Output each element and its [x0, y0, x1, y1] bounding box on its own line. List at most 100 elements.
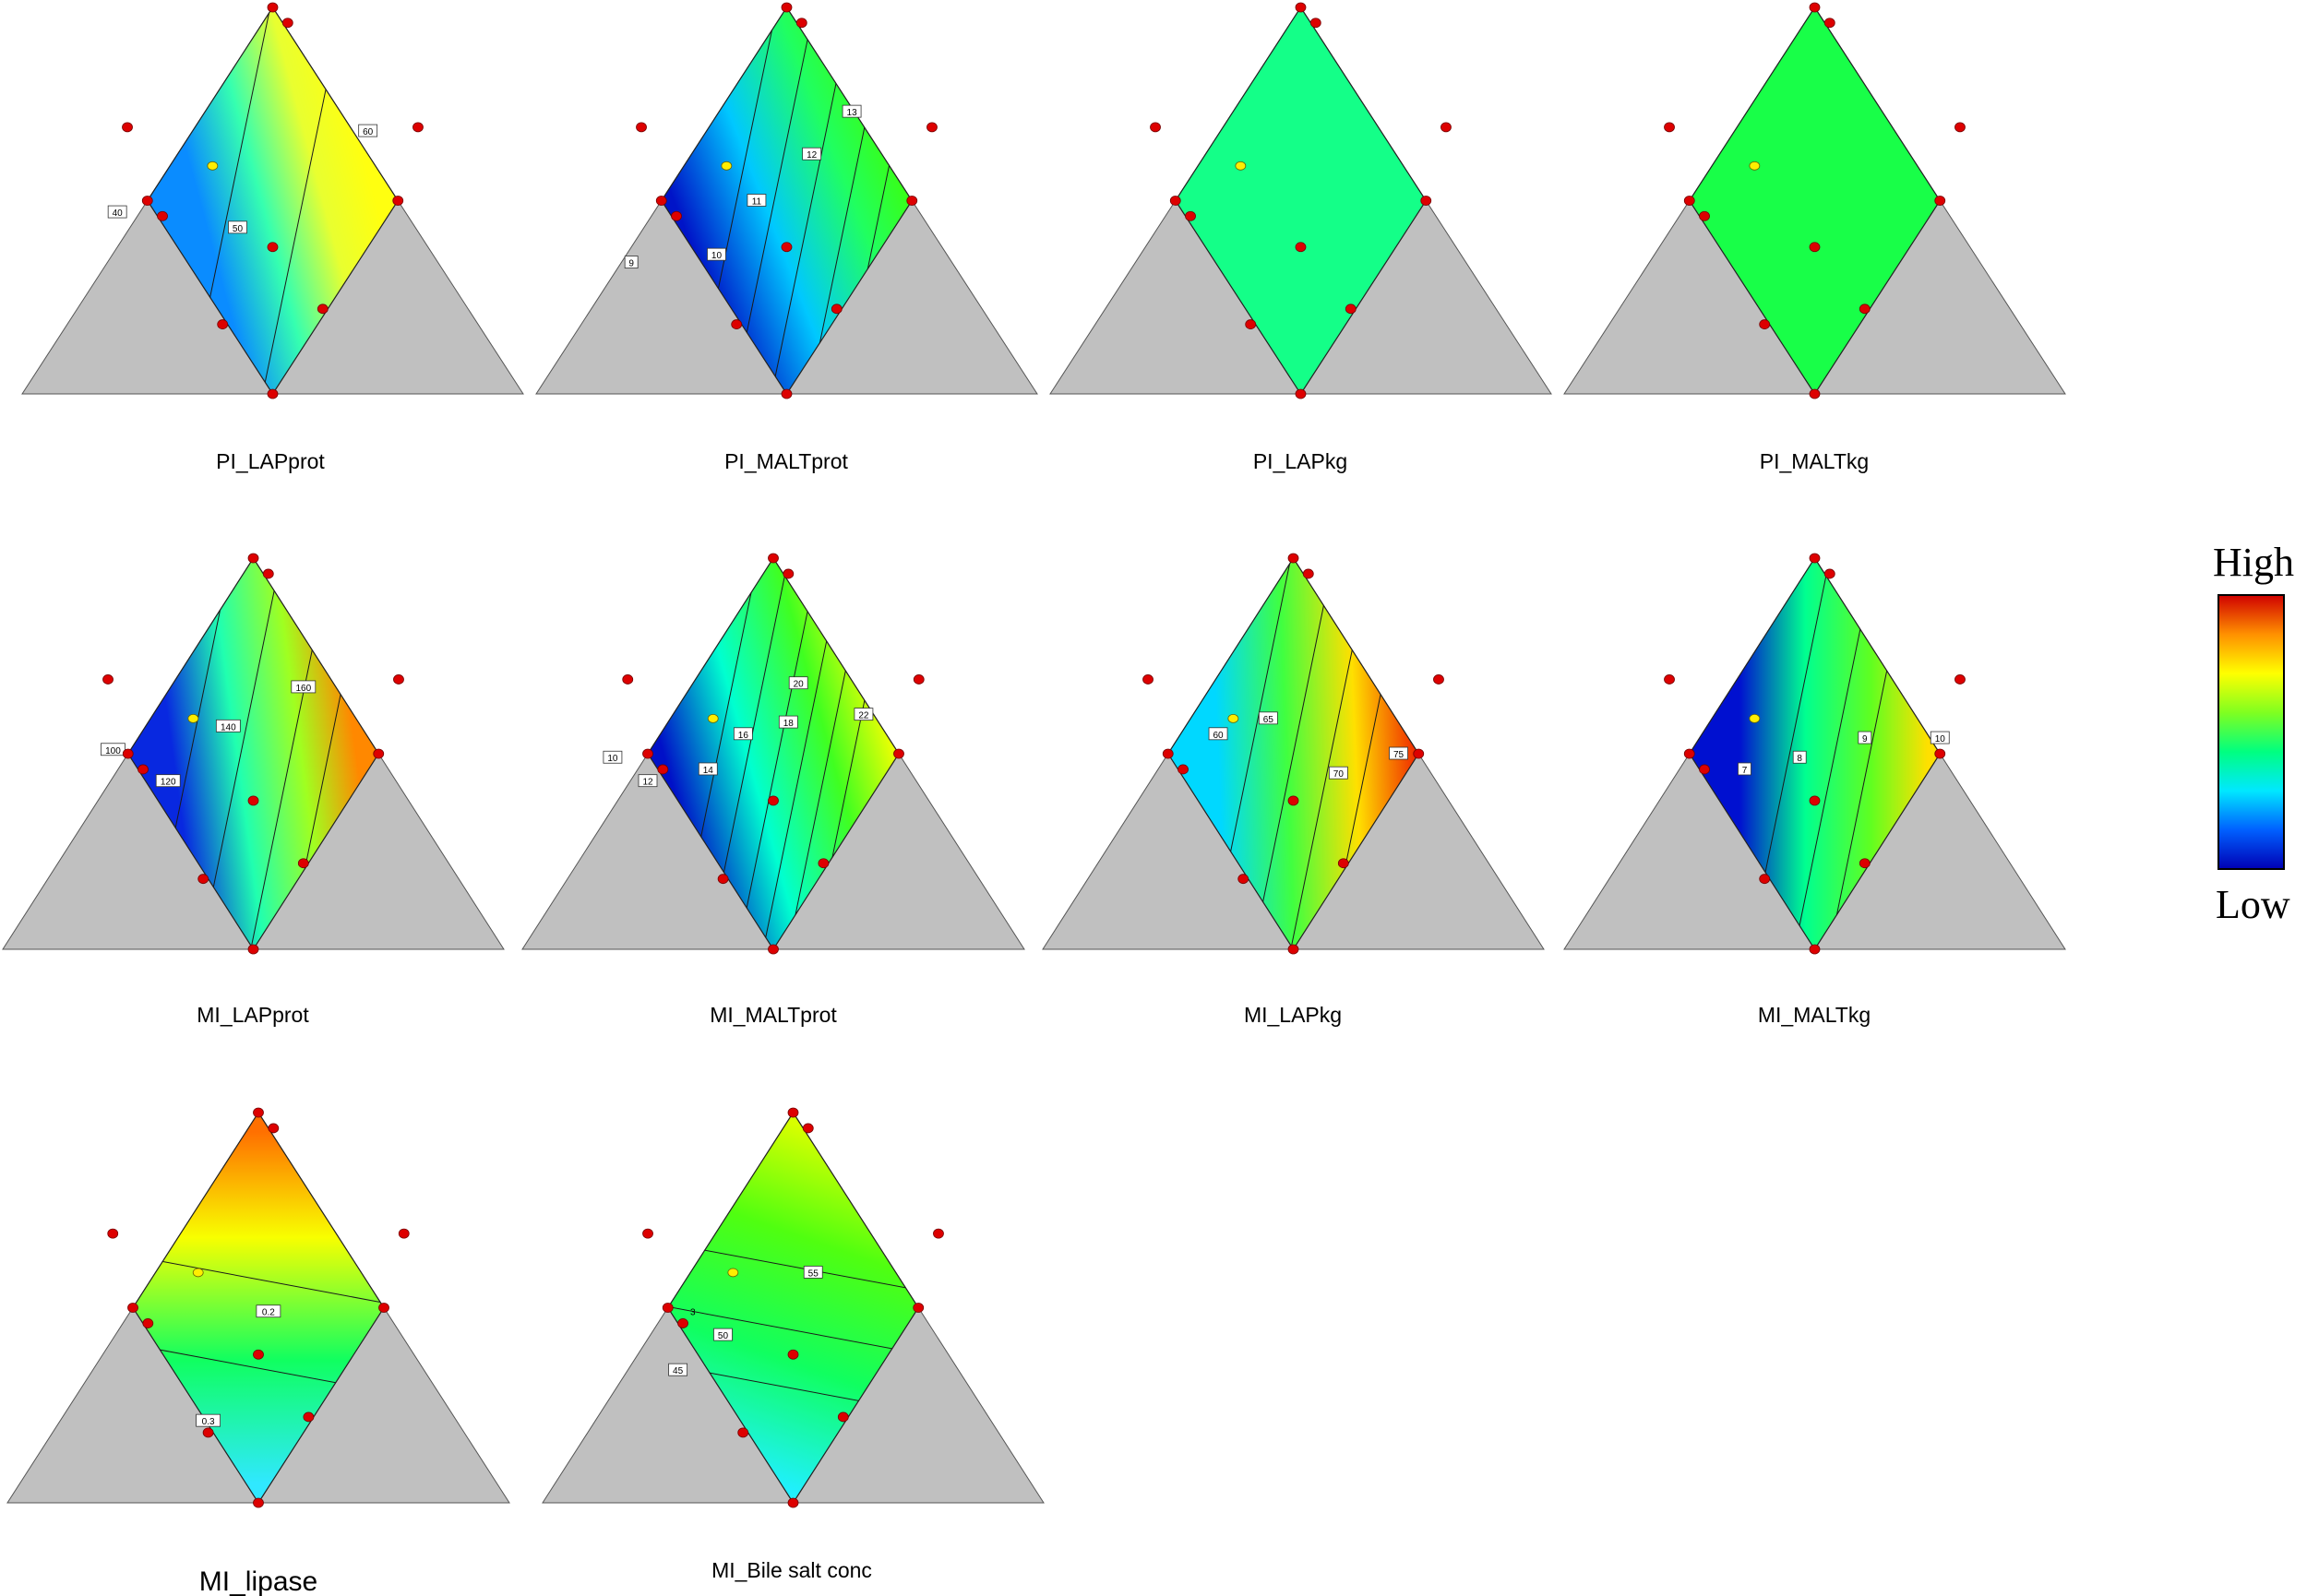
contour-label-text: 7	[1742, 766, 1748, 776]
center-point	[192, 1268, 204, 1278]
contour-line	[199, 558, 281, 949]
contour-label: 22	[854, 708, 874, 721]
design-point	[1859, 858, 1871, 869]
design-point	[818, 858, 830, 869]
design-point	[267, 388, 279, 399]
contour-label-text: 10	[1935, 734, 1946, 744]
design-point	[412, 122, 424, 133]
contour-label: 50	[228, 220, 247, 234]
design-point	[787, 1349, 799, 1360]
design-point	[1954, 122, 1966, 133]
design-point	[657, 764, 669, 775]
design-point	[202, 1427, 214, 1438]
legend-color-bar	[2217, 594, 2285, 870]
design-point	[1699, 764, 1710, 775]
design-point	[122, 122, 133, 133]
contour-label: 50	[713, 1328, 733, 1341]
design-point	[122, 748, 134, 759]
contour-label: 12	[802, 147, 822, 161]
contour-label: 10	[707, 247, 726, 261]
design-point	[787, 1497, 799, 1508]
design-point	[1440, 122, 1452, 133]
design-point	[398, 1228, 410, 1239]
design-point	[768, 795, 779, 806]
design-point	[926, 122, 938, 133]
design-point	[1683, 196, 1695, 206]
design-point	[1337, 858, 1349, 869]
contour-label-text: 10	[607, 754, 618, 764]
design-point	[1295, 388, 1307, 399]
design-point	[1287, 553, 1299, 564]
design-point	[1177, 764, 1189, 775]
contour-label-text: 11	[752, 197, 762, 208]
design-point	[1809, 242, 1821, 253]
design-point	[1809, 795, 1821, 806]
contour-label-text: 45	[673, 1366, 684, 1376]
design-point	[636, 122, 647, 133]
panel-title: MI_MALTprot	[710, 1003, 837, 1027]
contour-label-text: 60	[1213, 731, 1224, 741]
design-point	[831, 304, 843, 315]
design-point	[157, 210, 168, 221]
design-point	[1413, 748, 1425, 759]
design-point	[1245, 319, 1257, 329]
design-point	[1287, 944, 1299, 955]
design-point	[1345, 304, 1357, 315]
design-point	[1809, 944, 1821, 955]
panel-title: PI_LAPprot	[216, 449, 325, 473]
contour-label: 40	[107, 205, 127, 219]
design-point	[1954, 674, 1966, 685]
panel-title: MI_LAPkg	[1244, 1003, 1342, 1027]
design-point	[768, 553, 779, 564]
design-point	[1150, 122, 1161, 133]
ternary-panel: 3 45 50 55 MI_Bile salt conc	[542, 1107, 1045, 1582]
design-point	[906, 196, 918, 206]
design-point	[247, 795, 259, 806]
center-point	[1749, 713, 1761, 723]
design-point	[107, 1228, 119, 1239]
design-point	[781, 242, 793, 253]
design-point	[933, 1228, 944, 1239]
contour-label-text: 16	[738, 731, 749, 741]
contour-line	[737, 558, 819, 949]
design-point	[1433, 674, 1444, 685]
panel-title: PI_MALTkg	[1760, 449, 1869, 473]
contour-label: 20	[788, 676, 808, 690]
contour-label: 16	[733, 727, 753, 741]
contour-label-text: 50	[233, 224, 244, 234]
design-point	[783, 568, 795, 579]
contour-label-text: 50	[718, 1331, 729, 1341]
contour-label-text: 22	[858, 711, 869, 721]
ternary-panel: 7 8 9 10 MI_MALTkg	[1563, 553, 2066, 1027]
design-point	[655, 196, 667, 206]
contour-label-text: 9	[628, 259, 634, 269]
contour-label-text: 65	[1263, 715, 1274, 725]
design-point	[141, 196, 153, 206]
ternary-panel: 0.3 0.2 MI_lipase	[6, 1107, 510, 1596]
color-legend: High Low	[2213, 540, 2294, 927]
design-point	[102, 674, 114, 685]
design-point	[802, 1123, 814, 1134]
panel-title: MI_LAPprot	[197, 1003, 309, 1027]
design-point	[262, 568, 274, 579]
contour-label: 11	[747, 194, 767, 208]
contour-label: 75	[1389, 746, 1408, 760]
design-point	[137, 764, 149, 775]
design-point	[1295, 2, 1307, 13]
contour-label: 12	[638, 774, 658, 788]
center-point	[187, 713, 199, 723]
design-point	[737, 1427, 749, 1438]
design-point	[781, 2, 793, 13]
contour-label-text: 3	[690, 1308, 696, 1318]
contour-label-text: 0.2	[262, 1308, 275, 1318]
contour-label-text: 100	[105, 746, 121, 756]
design-point	[393, 674, 404, 685]
design-point	[768, 944, 779, 955]
design-point	[1699, 210, 1710, 221]
design-point	[642, 748, 653, 759]
center-point	[721, 161, 733, 171]
contour-line	[667, 1282, 919, 1378]
center-point	[1235, 161, 1247, 171]
contour-label: 65	[1258, 711, 1278, 725]
